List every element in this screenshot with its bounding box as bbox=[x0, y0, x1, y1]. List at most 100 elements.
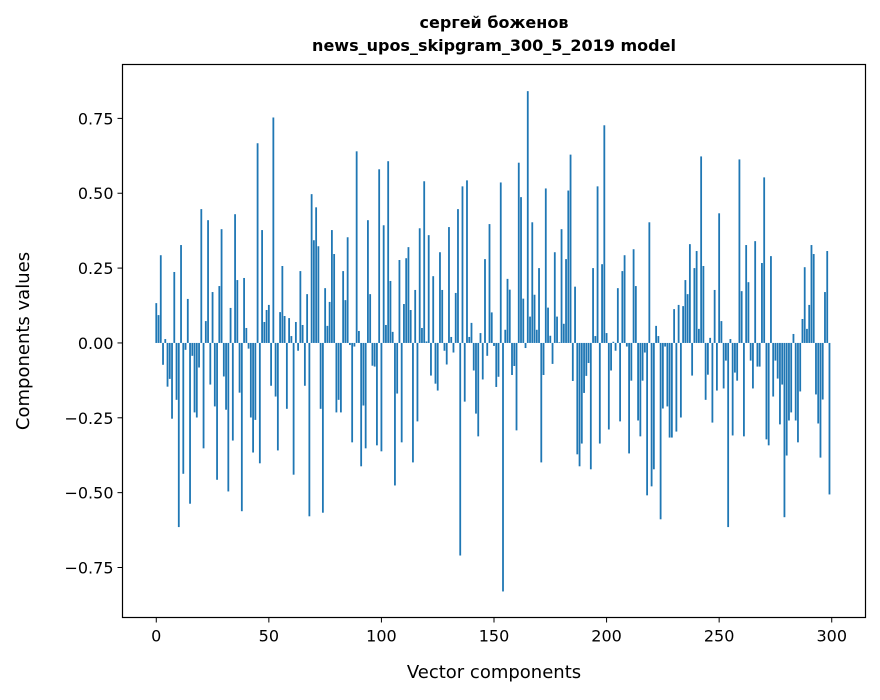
bar-67 bbox=[306, 294, 309, 343]
bar-259 bbox=[738, 159, 741, 343]
bar-40 bbox=[245, 327, 248, 343]
bar-114 bbox=[412, 342, 414, 463]
bar-63 bbox=[297, 342, 300, 351]
bar-142 bbox=[475, 342, 477, 414]
bar-176 bbox=[551, 342, 554, 364]
x-tick-label: 300 bbox=[816, 627, 847, 646]
bar-289 bbox=[806, 328, 808, 343]
bar-48 bbox=[263, 321, 266, 343]
bar-273 bbox=[770, 256, 772, 343]
bar-35 bbox=[234, 214, 236, 343]
bar-92 bbox=[362, 342, 365, 406]
bar-32 bbox=[227, 342, 230, 492]
bar-70 bbox=[312, 240, 315, 343]
bar-111 bbox=[405, 258, 408, 343]
bar-33 bbox=[229, 307, 232, 343]
bar-57 bbox=[283, 315, 286, 343]
bar-240 bbox=[695, 251, 698, 343]
bar-76 bbox=[326, 325, 329, 343]
bar-294 bbox=[817, 342, 820, 424]
bar-186 bbox=[574, 286, 576, 343]
bar-138 bbox=[466, 180, 468, 343]
bar-168 bbox=[533, 294, 536, 343]
y-axis: −0.75 −0.50 −0.25 0.00 0.25 0.50 0.75 bbox=[64, 109, 123, 577]
bar-190 bbox=[583, 342, 585, 393]
bar-184 bbox=[569, 154, 572, 343]
bar-179 bbox=[558, 342, 561, 343]
bar-285 bbox=[797, 342, 799, 443]
x-tick-label: 250 bbox=[704, 627, 735, 646]
bar-290 bbox=[808, 304, 811, 343]
bar-159 bbox=[513, 342, 516, 367]
bar-183 bbox=[567, 190, 570, 343]
bar-125 bbox=[436, 342, 439, 391]
bar-276 bbox=[776, 342, 779, 379]
bar-69 bbox=[310, 194, 313, 343]
bar-104 bbox=[389, 280, 392, 343]
bar-74 bbox=[321, 342, 324, 513]
bar-225 bbox=[661, 342, 664, 409]
bar-211 bbox=[630, 342, 633, 381]
bar-14 bbox=[186, 298, 189, 343]
bar-80 bbox=[335, 342, 338, 413]
bar-216 bbox=[641, 342, 644, 381]
bars-group bbox=[155, 91, 831, 592]
bar-157 bbox=[508, 289, 511, 343]
bar-77 bbox=[328, 301, 331, 343]
bar-122 bbox=[430, 342, 432, 376]
bar-11 bbox=[180, 245, 182, 343]
bar-119 bbox=[423, 181, 426, 343]
bar-30 bbox=[222, 342, 225, 377]
bar-226 bbox=[664, 342, 667, 347]
bar-181 bbox=[562, 323, 565, 343]
bar-107 bbox=[396, 342, 399, 394]
bar-283 bbox=[792, 333, 795, 343]
plot-frame bbox=[121, 63, 867, 619]
bar-139 bbox=[468, 336, 471, 343]
bar-146 bbox=[484, 259, 486, 343]
bar-84 bbox=[344, 300, 347, 343]
bar-229 bbox=[670, 342, 673, 438]
bar-195 bbox=[594, 336, 597, 343]
bar-212 bbox=[632, 249, 635, 343]
bar-207 bbox=[621, 271, 624, 343]
bar-201 bbox=[607, 342, 610, 430]
bar-232 bbox=[677, 304, 680, 343]
bar-113 bbox=[409, 310, 412, 343]
bar-284 bbox=[794, 342, 797, 421]
bar-82 bbox=[339, 342, 342, 413]
chart-subtitle: news_upos_skipgram_300_5_2019 model bbox=[312, 36, 676, 55]
bar-81 bbox=[337, 342, 340, 400]
bar-66 bbox=[303, 342, 306, 386]
bar-3 bbox=[162, 342, 164, 365]
bar-174 bbox=[547, 307, 549, 343]
bar-18 bbox=[195, 342, 198, 418]
bar-297 bbox=[824, 292, 826, 343]
bar-178 bbox=[556, 316, 558, 343]
x-axis-label: Vector components bbox=[407, 662, 581, 683]
bar-45 bbox=[256, 143, 259, 343]
bar-140 bbox=[470, 322, 473, 343]
bar-106 bbox=[394, 342, 396, 486]
bar-170 bbox=[538, 268, 540, 343]
bar-98 bbox=[376, 342, 378, 446]
bar-210 bbox=[628, 342, 630, 454]
bar-133 bbox=[454, 292, 457, 343]
x-tick-label: 0 bbox=[151, 627, 161, 646]
bar-91 bbox=[360, 342, 363, 467]
bar-72 bbox=[317, 246, 320, 343]
x-tick-label: 200 bbox=[591, 627, 622, 646]
bar-44 bbox=[254, 342, 257, 420]
bar-94 bbox=[367, 220, 369, 343]
bar-243 bbox=[702, 265, 705, 343]
bar-175 bbox=[549, 335, 552, 343]
bar-93 bbox=[364, 342, 367, 449]
bar-264 bbox=[749, 342, 752, 361]
bar-131 bbox=[450, 336, 453, 343]
bar-154 bbox=[502, 342, 504, 592]
bar-220 bbox=[650, 342, 653, 487]
bar-115 bbox=[414, 289, 417, 343]
bar-256 bbox=[731, 342, 734, 436]
bar-203 bbox=[612, 341, 615, 343]
